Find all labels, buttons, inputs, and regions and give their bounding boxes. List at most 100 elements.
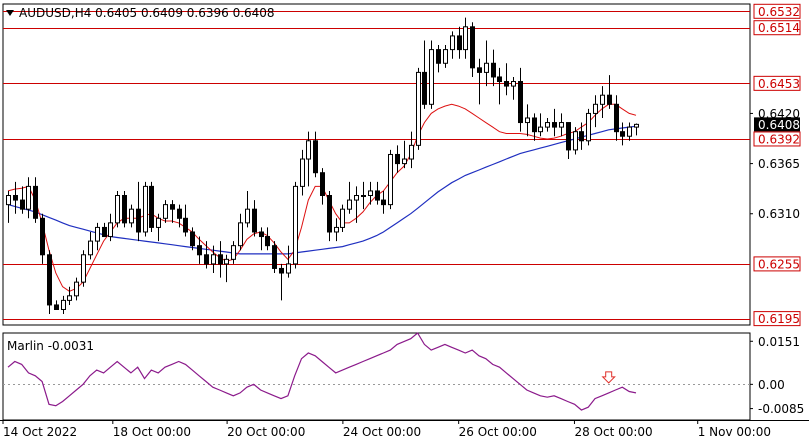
candle[interactable] (559, 113, 564, 137)
candle[interactable] (457, 26, 462, 59)
candle[interactable] (190, 227, 195, 251)
candle[interactable] (26, 177, 31, 219)
candle[interactable] (416, 67, 421, 150)
candle[interactable] (511, 76, 516, 100)
candle[interactable] (20, 186, 25, 214)
candle[interactable] (614, 95, 619, 141)
candle[interactable] (136, 181, 141, 242)
candle[interactable] (129, 204, 134, 228)
candle-body (102, 226, 107, 238)
candle[interactable] (552, 108, 557, 137)
candle[interactable] (156, 213, 161, 242)
candle[interactable] (238, 213, 243, 251)
candle[interactable] (204, 241, 209, 269)
candle[interactable] (504, 63, 509, 96)
candle[interactable] (279, 263, 284, 301)
candle[interactable] (47, 250, 52, 315)
candle[interactable] (245, 190, 250, 228)
candle[interactable] (545, 117, 550, 132)
candle[interactable] (252, 200, 257, 237)
candle[interactable] (484, 40, 489, 87)
candle[interactable] (409, 131, 414, 169)
candle[interactable] (211, 245, 216, 274)
candle[interactable] (381, 190, 386, 214)
candle[interactable] (593, 95, 598, 128)
candle[interactable] (607, 75, 612, 109)
candle[interactable] (354, 186, 359, 223)
candle[interactable] (429, 40, 434, 109)
candle[interactable] (108, 213, 113, 242)
candle[interactable] (293, 181, 298, 269)
candle[interactable] (340, 204, 345, 232)
candle[interactable] (443, 45, 448, 68)
candle[interactable] (102, 222, 107, 238)
candle[interactable] (320, 168, 325, 205)
candle[interactable] (183, 204, 188, 237)
candle[interactable] (566, 122, 571, 160)
candle[interactable] (224, 254, 229, 283)
candle[interactable] (334, 218, 339, 242)
candle[interactable] (579, 122, 584, 150)
candle[interactable] (538, 113, 543, 137)
candle[interactable] (463, 17, 468, 59)
candle[interactable] (634, 123, 639, 136)
candle[interactable] (272, 241, 277, 274)
triangle-down-icon[interactable] (6, 10, 14, 16)
candle[interactable] (361, 181, 366, 210)
candle[interactable] (436, 45, 441, 73)
candle[interactable] (627, 122, 632, 141)
candle[interactable] (115, 190, 120, 228)
candle[interactable] (586, 108, 591, 146)
candle[interactable] (375, 181, 380, 205)
candle[interactable] (286, 245, 291, 278)
candle[interactable] (347, 181, 352, 214)
candle[interactable] (61, 295, 66, 315)
candle[interactable] (402, 140, 407, 169)
candle[interactable] (422, 40, 427, 109)
candle-body (211, 254, 216, 265)
candle[interactable] (532, 113, 537, 141)
candle[interactable] (470, 22, 475, 77)
candle[interactable] (197, 236, 202, 264)
candle[interactable] (573, 127, 578, 155)
candle[interactable] (388, 149, 393, 210)
candle[interactable] (88, 231, 93, 260)
candle[interactable] (300, 149, 305, 196)
candle[interactable] (477, 58, 482, 105)
candle[interactable] (177, 204, 182, 228)
candle[interactable] (13, 181, 18, 214)
candle[interactable] (620, 122, 625, 146)
candle[interactable] (231, 241, 236, 264)
candle[interactable] (525, 104, 530, 137)
candle[interactable] (33, 177, 38, 223)
candle[interactable] (497, 67, 502, 105)
candle[interactable] (518, 67, 523, 132)
candle[interactable] (163, 200, 168, 223)
candle[interactable] (368, 181, 373, 205)
candle[interactable] (327, 190, 332, 242)
candle[interactable] (170, 200, 175, 223)
candle[interactable] (143, 181, 148, 237)
candle[interactable] (218, 241, 223, 278)
candle[interactable] (122, 190, 127, 228)
candle[interactable] (600, 86, 605, 118)
candle[interactable] (74, 277, 79, 301)
candle[interactable] (67, 286, 72, 305)
candle[interactable] (265, 227, 270, 251)
candle[interactable] (54, 300, 59, 310)
candle[interactable] (40, 213, 45, 264)
candle[interactable] (81, 250, 86, 287)
candle[interactable] (259, 227, 264, 251)
oscillator-panel[interactable]: 0.0151 0.00 -0.0085 (2, 332, 804, 421)
candle[interactable] (306, 131, 311, 187)
candle[interactable] (491, 49, 496, 87)
candle[interactable] (149, 181, 154, 232)
candle[interactable] (450, 31, 455, 59)
candle[interactable] (313, 131, 318, 178)
price-panel[interactable]: 0.65320.65140.64530.64200.64080.63920.63… (2, 3, 801, 327)
current-price-label: 0.6408 (758, 118, 800, 132)
candle[interactable] (395, 145, 400, 173)
candle[interactable] (95, 222, 100, 251)
candle[interactable] (6, 190, 11, 223)
